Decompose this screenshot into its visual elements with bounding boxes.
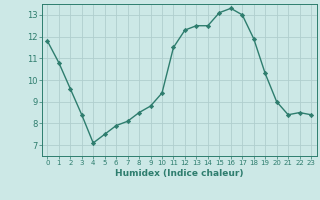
X-axis label: Humidex (Indice chaleur): Humidex (Indice chaleur) (115, 169, 244, 178)
